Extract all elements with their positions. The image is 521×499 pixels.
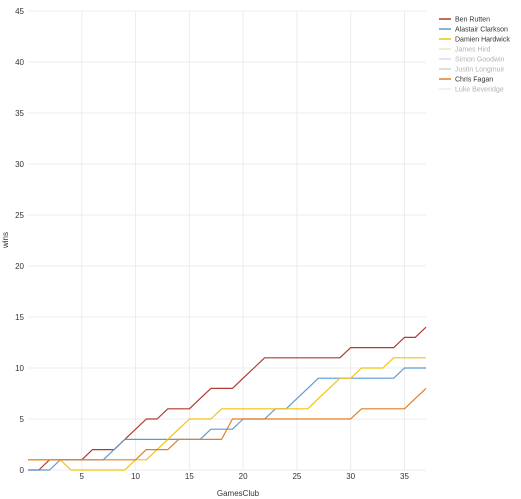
series-line-chris-fagan bbox=[28, 387, 427, 461]
legend-item-luke-beveridge[interactable]: Luke Beveridge bbox=[439, 87, 504, 94]
legend-item-alastair-clarkson[interactable]: Alastair Clarkson bbox=[439, 27, 508, 34]
legend-label: Alastair Clarkson bbox=[455, 27, 508, 34]
grid bbox=[28, 10, 426, 471]
series-line-ben-rutten bbox=[28, 326, 427, 471]
series-lines bbox=[28, 326, 427, 471]
y-tick-label: 35 bbox=[15, 109, 24, 118]
legend[interactable]: Ben Rutten Alastair Clarkson Damien Hardwi… bbox=[439, 17, 510, 94]
x-tick-label: 35 bbox=[400, 472, 409, 481]
x-tick-label: 15 bbox=[185, 472, 194, 481]
legend-item-chris-fagan[interactable]: Chris Fagan bbox=[439, 77, 493, 84]
x-tick-label: 20 bbox=[239, 472, 248, 481]
x-axis-title: GamesClub bbox=[217, 489, 260, 498]
y-tick-label: 0 bbox=[20, 466, 25, 475]
y-tick-label: 25 bbox=[15, 211, 24, 220]
y-tick-label: 15 bbox=[15, 313, 24, 322]
y-tick-label: 30 bbox=[15, 160, 24, 169]
x-tick-label: 10 bbox=[131, 472, 140, 481]
legend-label: Chris Fagan bbox=[455, 77, 493, 84]
legend-label: James Hird bbox=[455, 47, 491, 54]
y-tick-label: 10 bbox=[15, 364, 24, 373]
x-tick-labels: 5 10 15 20 25 30 35 bbox=[80, 472, 410, 481]
y-tick-label: 5 bbox=[20, 415, 25, 424]
x-tick-label: 25 bbox=[292, 472, 301, 481]
y-axis-title: wins bbox=[1, 232, 10, 249]
legend-label: Simon Goodwin bbox=[455, 57, 505, 64]
x-tick-label: 5 bbox=[80, 472, 85, 481]
y-tick-label: 40 bbox=[15, 58, 24, 67]
x-tick-label: 30 bbox=[346, 472, 355, 481]
legend-label: Ben Rutten bbox=[455, 17, 490, 24]
y-tick-label: 45 bbox=[15, 7, 24, 16]
y-tick-labels: 0 5 10 15 20 25 30 35 40 45 bbox=[15, 7, 24, 475]
legend-label: Luke Beveridge bbox=[455, 87, 504, 94]
legend-label: Justin Longmuir bbox=[455, 67, 505, 74]
series-line-damien-hardwick bbox=[28, 357, 426, 471]
legend-label: Damien Hardwick bbox=[455, 37, 510, 44]
legend-item-damien-hardwick[interactable]: Damien Hardwick bbox=[439, 37, 510, 44]
legend-item-ben-rutten[interactable]: Ben Rutten bbox=[439, 17, 490, 24]
legend-item-justin-longmuir[interactable]: Justin Longmuir bbox=[439, 67, 505, 74]
y-tick-label: 20 bbox=[15, 262, 24, 271]
legend-item-james-hird[interactable]: James Hird bbox=[439, 47, 491, 54]
legend-item-simon-goodwin[interactable]: Simon Goodwin bbox=[439, 57, 505, 64]
